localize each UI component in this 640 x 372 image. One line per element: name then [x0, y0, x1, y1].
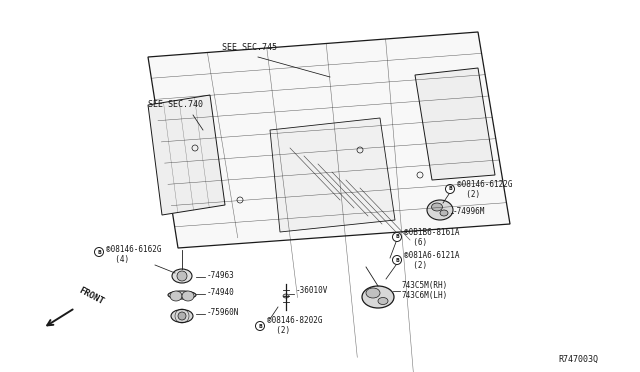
Ellipse shape [431, 203, 442, 211]
Text: -74963: -74963 [207, 271, 235, 280]
Polygon shape [415, 68, 495, 180]
Text: B: B [97, 250, 101, 254]
Circle shape [255, 321, 264, 330]
Ellipse shape [168, 291, 196, 299]
Ellipse shape [366, 288, 380, 298]
Text: B: B [395, 257, 399, 263]
Text: FRONT: FRONT [77, 285, 105, 306]
Text: 743C6M(LH): 743C6M(LH) [402, 291, 448, 300]
Ellipse shape [182, 291, 194, 301]
Circle shape [177, 271, 187, 281]
Text: ®081A6-6121A: ®081A6-6121A [404, 251, 460, 260]
Text: -36010V: -36010V [296, 286, 328, 295]
Text: (4): (4) [106, 255, 129, 264]
Text: SEE SEC.745: SEE SEC.745 [222, 43, 277, 52]
Text: 743C5M(RH): 743C5M(RH) [402, 281, 448, 290]
Text: (2): (2) [457, 190, 480, 199]
Text: B: B [448, 186, 452, 192]
Ellipse shape [170, 291, 182, 301]
Text: R747003Q: R747003Q [558, 355, 598, 364]
Text: B: B [258, 324, 262, 328]
Ellipse shape [171, 310, 193, 323]
Polygon shape [148, 32, 510, 248]
Ellipse shape [440, 210, 448, 216]
Text: B: B [395, 234, 399, 240]
Ellipse shape [427, 200, 453, 220]
Polygon shape [148, 95, 225, 215]
Circle shape [95, 247, 104, 257]
Ellipse shape [283, 294, 289, 298]
Text: (6): (6) [404, 238, 427, 247]
Text: ®0B1B6-8161A: ®0B1B6-8161A [404, 228, 460, 237]
Text: -74996M: -74996M [453, 207, 485, 216]
Text: ®08146-8202G: ®08146-8202G [267, 316, 323, 325]
Text: -75960N: -75960N [207, 308, 239, 317]
Ellipse shape [172, 269, 192, 283]
Circle shape [445, 185, 454, 193]
Circle shape [178, 312, 186, 320]
Text: -74940: -74940 [207, 288, 235, 297]
Text: (2): (2) [404, 261, 427, 270]
Text: (2): (2) [267, 326, 290, 335]
Circle shape [392, 256, 401, 264]
Ellipse shape [362, 286, 394, 308]
Circle shape [392, 232, 401, 241]
Polygon shape [270, 118, 395, 232]
Text: SEE SEC.740: SEE SEC.740 [148, 100, 203, 109]
Text: ®08146-6162G: ®08146-6162G [106, 245, 161, 254]
Ellipse shape [378, 298, 388, 305]
Text: ®08146-6122G: ®08146-6122G [457, 180, 513, 189]
